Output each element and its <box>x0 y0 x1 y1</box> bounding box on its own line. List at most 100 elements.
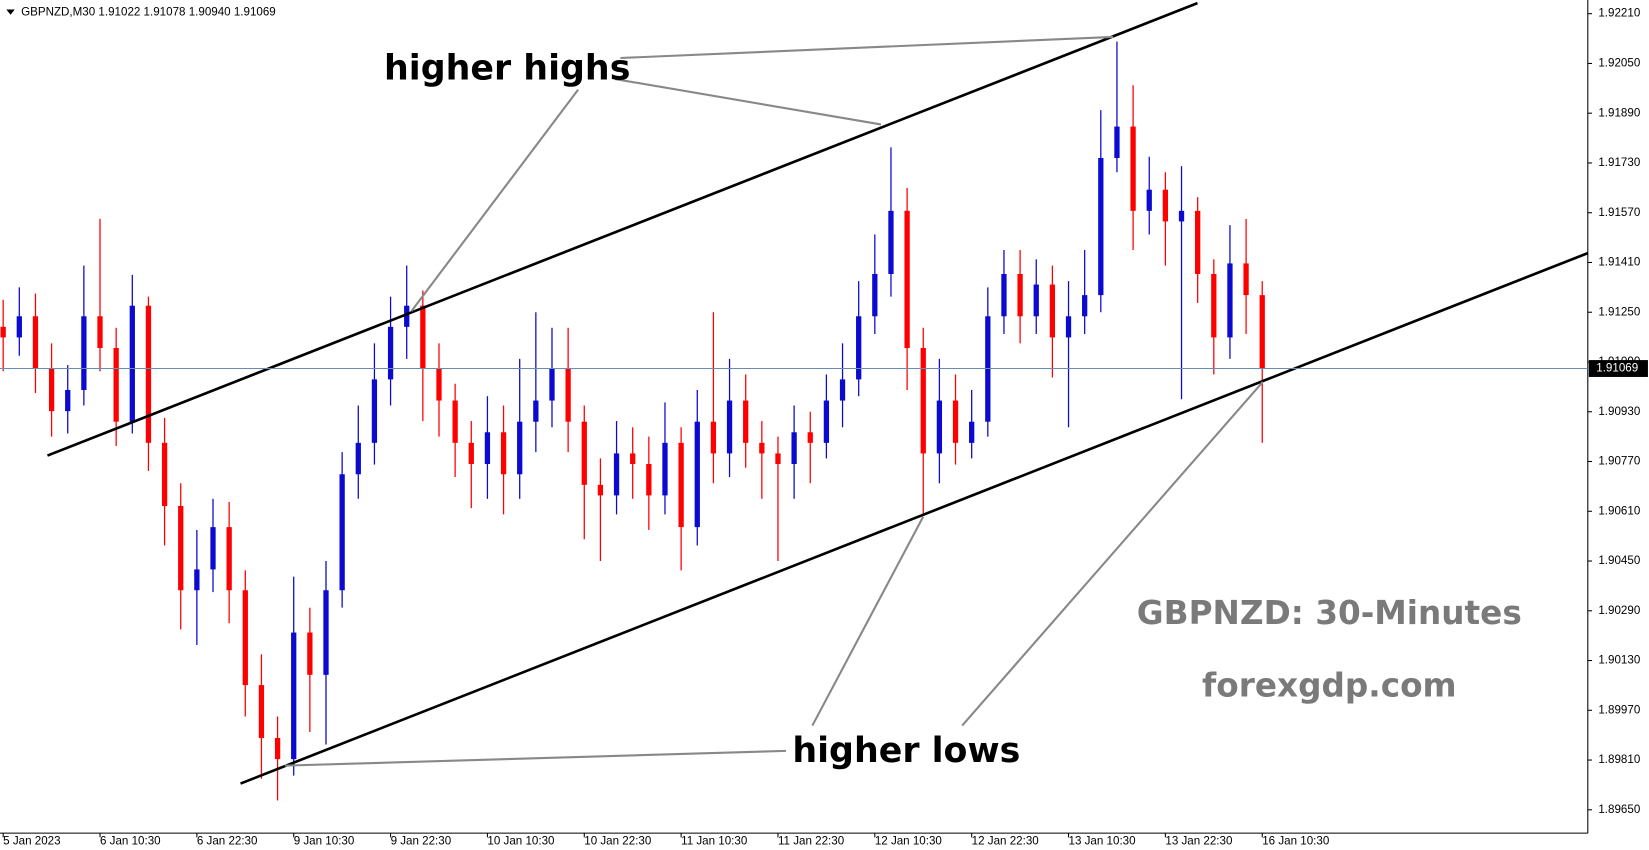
candle-body <box>646 463 652 496</box>
candle-body <box>549 368 555 401</box>
pointer <box>811 516 925 727</box>
x-tick-label: 9 Jan 22:30 <box>391 835 452 848</box>
candle-body <box>1243 263 1249 296</box>
candle-body <box>242 590 248 686</box>
candle-body <box>1114 126 1120 158</box>
candle-body <box>500 432 507 475</box>
chart-header: GBPNZD,M30 1.91022 1.91078 1.90940 1.910… <box>21 6 276 19</box>
candle-body <box>1065 316 1072 338</box>
menu-arrow <box>6 9 15 15</box>
candle-body <box>1098 157 1104 296</box>
candle-body <box>872 273 878 317</box>
y-tick-label: 1.90610 <box>1598 504 1640 517</box>
candle-body <box>710 421 717 454</box>
candle-body <box>468 442 474 464</box>
y-tick-label: 1.91250 <box>1598 305 1640 318</box>
candle-body <box>904 210 910 348</box>
candle-body <box>129 305 135 422</box>
pointer <box>620 35 1114 60</box>
candle-body <box>581 421 587 485</box>
y-tick-label: 1.92210 <box>1598 7 1640 20</box>
candle-body <box>1195 210 1201 274</box>
x-tick-label: 11 Jan 22:30 <box>778 835 844 848</box>
candle-body <box>517 421 523 475</box>
candle-body <box>178 505 184 591</box>
candle-body <box>291 632 297 760</box>
candle-body <box>807 432 813 443</box>
candle-body <box>839 379 846 401</box>
candle-body <box>307 632 313 675</box>
candle-body <box>226 527 232 591</box>
candle-body <box>1001 273 1007 317</box>
candle-body <box>16 316 22 338</box>
x-tick-label: 5 Jan 2023 <box>3 835 60 848</box>
x-tick-label: 13 Jan 10:30 <box>1069 835 1136 848</box>
candle-body <box>1033 284 1039 317</box>
pointer <box>410 89 579 312</box>
y-tick-label: 1.91410 <box>1598 256 1640 269</box>
watermark: forexgdp.com <box>1202 667 1457 705</box>
y-tick-label: 1.90770 <box>1598 455 1640 468</box>
candle-body <box>969 421 975 443</box>
candle-body <box>936 400 943 454</box>
x-tick-label: 13 Jan 22:30 <box>1165 835 1232 848</box>
candle-body <box>1259 295 1265 369</box>
channel-lower <box>240 251 1589 785</box>
y-tick-label: 1.91730 <box>1598 156 1640 169</box>
candle-body <box>387 326 394 380</box>
candle-body <box>726 400 733 454</box>
pointers <box>284 35 1264 767</box>
candle-body <box>613 453 620 496</box>
candle-body <box>194 569 200 591</box>
candle-body <box>1130 126 1136 211</box>
x-tick-label: 12 Jan 22:30 <box>972 835 1039 848</box>
price-box <box>1588 360 1648 377</box>
candle-body <box>1227 263 1233 338</box>
candle-body <box>371 379 378 443</box>
candle-body <box>97 316 103 348</box>
candle-body <box>0 326 6 338</box>
candle-body <box>759 442 765 454</box>
pointer <box>284 749 787 767</box>
candle-body <box>823 400 830 443</box>
candle-body <box>48 368 55 412</box>
y-tick-label: 1.89650 <box>1598 803 1640 816</box>
x-tick-label: 11 Jan 10:30 <box>681 835 747 848</box>
candle-body <box>484 432 491 464</box>
candle-body <box>404 305 410 327</box>
pointer <box>961 381 1264 727</box>
x-tick-label: 16 Jan 10:30 <box>1262 835 1329 848</box>
candle-body <box>920 347 926 454</box>
candle-body <box>323 590 329 675</box>
candle-body <box>856 316 862 380</box>
annotation: higher highs <box>384 49 630 89</box>
candle-body <box>145 305 152 443</box>
candle-body <box>694 421 700 528</box>
candle-body <box>662 442 668 496</box>
channel-upper <box>46 1 1198 457</box>
x-tick-label: 10 Jan 22:30 <box>584 835 651 848</box>
candle-body <box>1017 273 1023 317</box>
x-tick-label: 10 Jan 10:30 <box>487 835 554 848</box>
candle-body <box>113 347 119 422</box>
candle-body <box>888 210 894 274</box>
candle-body <box>355 442 361 475</box>
candle-body <box>1082 295 1088 317</box>
candle-body <box>597 484 604 496</box>
y-tick-label: 1.90130 <box>1598 654 1640 667</box>
candle-body <box>565 368 571 422</box>
candle-body <box>258 685 265 738</box>
y-tick-label: 1.92050 <box>1598 57 1640 70</box>
candle-body <box>452 400 458 443</box>
candle-body <box>1211 273 1217 338</box>
candle-body <box>32 316 39 369</box>
plot <box>0 41 1265 801</box>
pointer <box>614 78 882 126</box>
watermark: GBPNZD: 30-Minutes <box>1137 594 1522 632</box>
y-tick-label: 1.89810 <box>1598 753 1640 766</box>
candle-body <box>81 316 87 390</box>
candle-body <box>1178 210 1185 222</box>
x-tick-label: 12 Jan 10:30 <box>875 835 942 848</box>
